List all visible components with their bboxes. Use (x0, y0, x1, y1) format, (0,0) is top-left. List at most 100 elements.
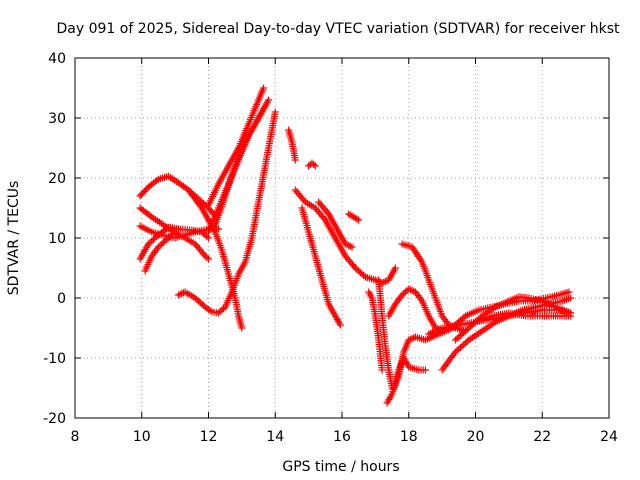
data-point (351, 264, 359, 272)
data-point (460, 329, 468, 336)
data-points (136, 84, 575, 407)
data-point (353, 266, 361, 273)
data-point (406, 286, 414, 294)
series-trace-n (305, 159, 319, 170)
y-tick-label: 30 (48, 111, 66, 127)
data-point (391, 264, 399, 272)
series-trace-y (438, 294, 575, 374)
data-point (350, 262, 358, 270)
x-tick-label: 8 (71, 429, 80, 445)
x-tick-label: 12 (200, 429, 218, 445)
data-point (194, 297, 202, 305)
data-point (451, 348, 459, 356)
series-trace-q (365, 288, 386, 374)
x-tick-label: 14 (266, 429, 284, 445)
data-point (463, 338, 471, 345)
data-point (455, 333, 463, 341)
data-point (565, 288, 573, 296)
data-point (458, 342, 466, 350)
data-point (406, 335, 414, 343)
data-point (191, 294, 199, 302)
series-trace-f (174, 108, 279, 317)
data-point (348, 243, 356, 251)
data-point (355, 267, 363, 275)
data-point (465, 324, 473, 332)
data-point (159, 239, 167, 246)
data-point (345, 242, 353, 249)
series-trace-e (141, 231, 176, 275)
data-point (151, 234, 159, 242)
data-point (238, 324, 246, 332)
data-point (360, 272, 368, 279)
data-point (456, 332, 464, 339)
data-point (216, 308, 224, 315)
data-point (460, 341, 468, 348)
data-point (198, 228, 206, 236)
data-point (463, 326, 471, 333)
x-tick-label: 16 (333, 429, 351, 445)
data-point (144, 240, 152, 248)
data-point (215, 225, 223, 233)
data-point (456, 344, 464, 351)
data-point (154, 243, 162, 251)
y-tick-label: -10 (43, 351, 66, 367)
data-point (166, 233, 174, 240)
data-point (176, 290, 184, 298)
data-point (148, 237, 156, 245)
data-point (161, 237, 169, 245)
data-point (343, 241, 351, 249)
data-point (201, 231, 209, 239)
data-point (205, 255, 212, 263)
data-point (156, 242, 164, 249)
data-point (453, 347, 461, 354)
data-point (291, 156, 299, 164)
data-point (458, 330, 466, 338)
data-point (355, 216, 363, 224)
data-point (323, 208, 331, 216)
data-point (451, 336, 459, 344)
data-point (320, 214, 328, 222)
data-point (458, 315, 466, 323)
series-trace-t (390, 354, 429, 392)
data-point (378, 366, 386, 374)
data-point (308, 159, 316, 167)
series-trace-k (285, 126, 299, 164)
data-point (310, 161, 318, 168)
x-tick-label: 10 (133, 429, 151, 445)
data-point (168, 231, 176, 239)
y-axis: -20 -10 0 10 20 30 40 (43, 51, 609, 427)
data-point (205, 234, 212, 242)
y-tick-label: 40 (48, 51, 66, 67)
data-point (468, 321, 476, 329)
data-point (260, 84, 268, 92)
series-trace-r (375, 276, 396, 392)
data-point (336, 321, 344, 329)
data-point (218, 306, 226, 314)
data-point (201, 252, 209, 260)
data-point (149, 236, 157, 243)
data-point (220, 305, 228, 312)
data-point (158, 240, 166, 248)
series-trace-o (315, 198, 356, 251)
data-point (453, 335, 461, 342)
data-point (356, 269, 364, 276)
data-point (198, 300, 206, 308)
x-tick-label: 22 (533, 429, 551, 445)
data-point (305, 162, 313, 170)
y-tick-label: 0 (57, 291, 66, 307)
series-trace-d (136, 223, 212, 263)
data-point (164, 234, 172, 242)
data-point (455, 345, 463, 353)
data-point (311, 162, 319, 170)
data-point (146, 239, 154, 246)
data-point (567, 294, 575, 302)
series-trace-g (184, 186, 246, 332)
data-point (405, 336, 413, 344)
series-trace-l (291, 186, 399, 287)
series-trace-u (385, 285, 466, 335)
series-trace-m (298, 204, 344, 329)
data-point (153, 177, 161, 184)
x-axis: 8 10 12 14 16 18 20 22 24 (71, 58, 618, 445)
data-point (408, 335, 416, 342)
